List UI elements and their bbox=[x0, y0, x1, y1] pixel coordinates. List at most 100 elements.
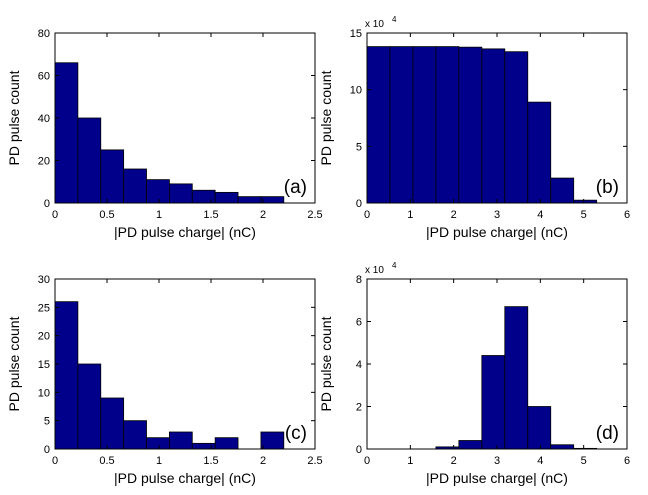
panel-d-xtick-label: 6 bbox=[624, 455, 630, 467]
panel-a-ylabel: PD pulse count bbox=[6, 70, 22, 165]
panel-a-ytick-label: 20 bbox=[38, 156, 50, 168]
panel-b-xtick-label: 3 bbox=[494, 209, 500, 221]
panel-c-bar bbox=[77, 363, 102, 450]
panel-c-bar bbox=[191, 442, 216, 450]
panel-c-ytick-label: 30 bbox=[38, 274, 50, 286]
panel-a-ytick-label: 0 bbox=[44, 198, 50, 210]
panel-b-xtick-label: 2 bbox=[451, 209, 457, 221]
panel-c-ytick-label: 25 bbox=[38, 302, 50, 314]
panel-c-ytick-label: 20 bbox=[38, 331, 50, 343]
panel-a-label: (a) bbox=[284, 177, 307, 198]
panel-b-y-exponent-power: 4 bbox=[392, 15, 397, 24]
panel-b-ytick-label: 0 bbox=[356, 198, 362, 210]
panel-a-ticks: 0 0.5 1 1.5 2 2.5 0 20 40 60 80 bbox=[38, 28, 323, 221]
panel-c-xtick-label: 1 bbox=[156, 455, 162, 467]
panel-d-bar bbox=[504, 306, 529, 450]
panel-b-xlabel: |PD pulse charge| (nC) bbox=[426, 224, 568, 240]
panel-d-y-exponent: x 10 bbox=[365, 265, 384, 276]
panel-c-bar bbox=[260, 431, 285, 450]
panel-b-label: (b) bbox=[596, 177, 619, 198]
panel-b-bar bbox=[389, 46, 414, 204]
panel-a-bar bbox=[168, 183, 193, 204]
panel-d-xtick-label: 2 bbox=[451, 455, 457, 467]
panel-c-ytick-label: 5 bbox=[44, 416, 50, 428]
panel-c-xtick-label: 0.5 bbox=[99, 455, 114, 467]
panel-a-xtick-label: 0.5 bbox=[99, 209, 114, 221]
panel-a-ytick-label: 60 bbox=[38, 71, 50, 83]
panel-b-xtick-label: 5 bbox=[581, 209, 587, 221]
panel-b-xtick-label: 0 bbox=[364, 209, 370, 221]
panel-b-xtick-label: 6 bbox=[624, 209, 630, 221]
panel-d-bar bbox=[481, 355, 506, 450]
panel-b-ytick-label: 15 bbox=[350, 28, 362, 40]
panel-d-bar bbox=[550, 444, 575, 450]
panel-a-xtick-label: 0 bbox=[52, 209, 58, 221]
panel-c-bars bbox=[54, 301, 285, 450]
panel-a-xtick-label: 2 bbox=[260, 209, 266, 221]
panel-c-xtick-label: 2.5 bbox=[307, 455, 322, 467]
panel-c-bar bbox=[123, 420, 147, 450]
panel-a-bar bbox=[260, 196, 285, 204]
panel-a-bar bbox=[54, 62, 79, 204]
panel-d-xlabel: |PD pulse charge| (nC) bbox=[426, 470, 568, 486]
panel-c-ytick-label: 10 bbox=[38, 387, 50, 399]
panel-d-ticks: 0 1 2 3 4 5 6 0 2 4 6 8 bbox=[356, 274, 630, 467]
panel-c-label: (c) bbox=[285, 423, 307, 444]
panel-a-xlabel: |PD pulse charge| (nC) bbox=[114, 224, 256, 240]
panel-c-xtick-label: 1.5 bbox=[203, 455, 218, 467]
panel-b-y-exponent: x 10 bbox=[365, 19, 384, 30]
panel-b-bar bbox=[412, 46, 437, 204]
panel-b-xtick-label: 1 bbox=[407, 209, 413, 221]
panel-d-ytick-label: 0 bbox=[356, 444, 362, 456]
panel-b-bar bbox=[550, 177, 575, 204]
panel-a-ytick-label: 80 bbox=[38, 28, 50, 40]
panel-c-ytick-label: 15 bbox=[38, 359, 50, 371]
panel-c-bar bbox=[54, 301, 79, 450]
panel-a-ytick-label: 40 bbox=[38, 113, 50, 125]
panel-c-ytick-label: 0 bbox=[44, 444, 50, 456]
panel-d-ytick-label: 6 bbox=[356, 317, 362, 329]
panel-b-bar bbox=[504, 51, 529, 204]
panel-c-bar bbox=[168, 431, 193, 450]
panel-d-xtick-label: 4 bbox=[537, 455, 543, 467]
panel-b-ytick-label: 10 bbox=[350, 85, 362, 97]
panel-d-xtick-label: 1 bbox=[407, 455, 413, 467]
panel-b-bar bbox=[435, 46, 460, 204]
panel-c-ticks: 0 0.5 1 1.5 2 2.5 0 5 10 15 20 25 30 bbox=[38, 274, 323, 467]
panel-a-bar bbox=[191, 189, 216, 204]
panel-d-label: (d) bbox=[596, 423, 619, 444]
panel-c-bar bbox=[146, 437, 170, 450]
panel-b-bar bbox=[458, 46, 483, 204]
panel-a-bar bbox=[237, 196, 262, 204]
panel-a-xtick-label: 1.5 bbox=[203, 209, 218, 221]
panel-c-xlabel: |PD pulse charge| (nC) bbox=[114, 470, 256, 486]
panel-b-xtick-label: 4 bbox=[537, 209, 543, 221]
panel-a: 0 0.5 1 1.5 2 2.5 0 20 40 60 80 |PD pulse charge| … bbox=[6, 28, 323, 240]
panel-b-ytick-label: 5 bbox=[356, 141, 362, 153]
panel-b: 0 1 2 3 4 5 6 0 5 10 15 x 10 4 |PD pulse charge| (… bbox=[318, 15, 630, 240]
panel-a-xtick-label: 1 bbox=[156, 209, 162, 221]
panel-d-xtick-label: 5 bbox=[581, 455, 587, 467]
panel-c-xtick-label: 2 bbox=[260, 455, 266, 467]
panel-b-bar bbox=[366, 46, 391, 204]
panel-a-bar bbox=[100, 149, 125, 204]
panel-d-ytick-label: 2 bbox=[356, 402, 362, 414]
panel-d-y-exponent-power: 4 bbox=[392, 261, 397, 270]
panel-d-xtick-label: 3 bbox=[494, 455, 500, 467]
panel-b-bar bbox=[527, 101, 552, 204]
panel-b-ticks: 0 1 2 3 4 5 6 0 5 10 15 bbox=[350, 28, 630, 221]
panel-a-bars bbox=[54, 62, 285, 204]
panel-d-xtick-label: 0 bbox=[364, 455, 370, 467]
panel-c-xtick-label: 0 bbox=[52, 455, 58, 467]
panel-b-bar bbox=[481, 48, 506, 204]
panel-d-ylabel: PD pulse count bbox=[318, 316, 334, 411]
panel-a-bar bbox=[146, 179, 170, 204]
panel-c-bar bbox=[214, 437, 239, 450]
panel-c: 0 0.5 1 1.5 2 2.5 0 5 10 15 20 25 30 |PD pulse charg… bbox=[6, 274, 323, 486]
panel-c-bar bbox=[100, 397, 125, 450]
panel-c-ylabel: PD pulse count bbox=[6, 316, 22, 411]
panel-d: 0 1 2 3 4 5 6 0 2 4 6 8 x 10 4 |PD pulse charge| (n… bbox=[318, 261, 630, 486]
panel-b-ylabel: PD pulse count bbox=[318, 70, 334, 165]
panel-d-bars bbox=[435, 306, 598, 450]
